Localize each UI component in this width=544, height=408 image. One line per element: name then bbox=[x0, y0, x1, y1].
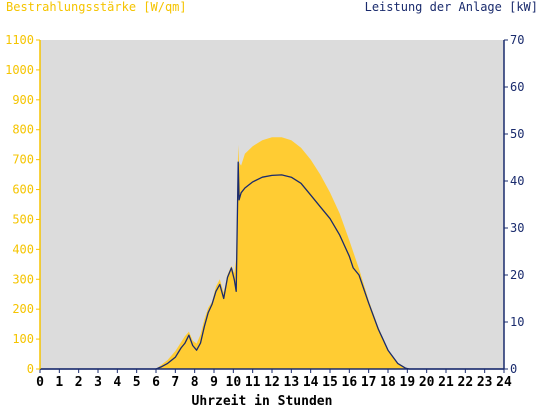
y-left-tick-label: 300 bbox=[12, 272, 34, 286]
x-axis-label: Uhrzeit in Stunden bbox=[192, 394, 333, 408]
x-tick-label: 0 bbox=[36, 375, 44, 390]
x-tick-label: 4 bbox=[113, 375, 121, 390]
x-tick-label: 7 bbox=[171, 375, 179, 390]
x-tick-label: 5 bbox=[133, 375, 141, 390]
y-left-tick-label: 200 bbox=[12, 302, 34, 316]
y-left-tick-label: 0 bbox=[27, 362, 34, 376]
x-tick-label: 15 bbox=[322, 375, 338, 390]
x-tick-label: 22 bbox=[458, 375, 474, 390]
y-right-tick-label: 30 bbox=[510, 221, 524, 235]
y-axis-label-left: Bestrahlungsstärke [W/qm] bbox=[6, 0, 187, 14]
x-tick-label: 8 bbox=[191, 375, 199, 390]
y-right-tick-label: 70 bbox=[510, 33, 524, 47]
y-left-tick-label: 800 bbox=[12, 123, 34, 137]
series-power-line bbox=[40, 161, 504, 370]
x-tick-label: 18 bbox=[380, 375, 396, 390]
x-tick-label: 11 bbox=[245, 375, 261, 390]
y-left-tick-label: 400 bbox=[12, 242, 34, 256]
x-tick-label: 17 bbox=[361, 375, 377, 390]
x-tick-label: 6 bbox=[152, 375, 160, 390]
x-tick-label: 16 bbox=[342, 375, 358, 390]
x-tick-label: 13 bbox=[284, 375, 300, 390]
x-tick-label: 24 bbox=[496, 375, 512, 390]
x-tick-label: 23 bbox=[477, 375, 493, 390]
x-tick-label: 1 bbox=[55, 375, 63, 390]
series-irradiance-area bbox=[40, 137, 504, 369]
x-tick-label: 12 bbox=[264, 375, 280, 390]
y-left-tick-label: 100 bbox=[12, 332, 34, 346]
y-right-tick-label: 60 bbox=[510, 80, 524, 94]
y-left-tick-label: 600 bbox=[12, 183, 34, 197]
y-right-tick-label: 50 bbox=[510, 127, 524, 141]
x-tick-label: 19 bbox=[400, 375, 416, 390]
y-left-tick-label: 900 bbox=[12, 93, 34, 107]
y-right-tick-label: 10 bbox=[510, 315, 524, 329]
x-tick-label: 10 bbox=[226, 375, 242, 390]
y-left-tick-label: 700 bbox=[12, 153, 34, 167]
y-right-tick-label: 40 bbox=[510, 174, 524, 188]
x-tick-label: 2 bbox=[75, 375, 83, 390]
x-tick-label: 9 bbox=[210, 375, 218, 390]
chart-marks bbox=[40, 137, 504, 370]
y-left-tick-label: 1100 bbox=[5, 33, 34, 47]
y-left-tick-label: 500 bbox=[12, 212, 34, 226]
chart-axes bbox=[36, 39, 508, 373]
y-left-tick-label: 1000 bbox=[5, 63, 34, 77]
y-right-tick-label: 20 bbox=[510, 268, 524, 282]
x-tick-label: 21 bbox=[438, 375, 454, 390]
y-axis-label-right: Leistung der Anlage [kW] bbox=[365, 0, 538, 14]
x-tick-label: 3 bbox=[94, 375, 102, 390]
x-tick-label: 14 bbox=[303, 375, 319, 390]
y-right-tick-label: 0 bbox=[510, 362, 517, 376]
x-tick-label: 20 bbox=[419, 375, 435, 390]
tick-labels: 0 1 2 3 4 5 6 7 8 9 10 11 12 13 14 15 16 17 18 19 20 21 22 23 24… bbox=[5, 33, 524, 390]
